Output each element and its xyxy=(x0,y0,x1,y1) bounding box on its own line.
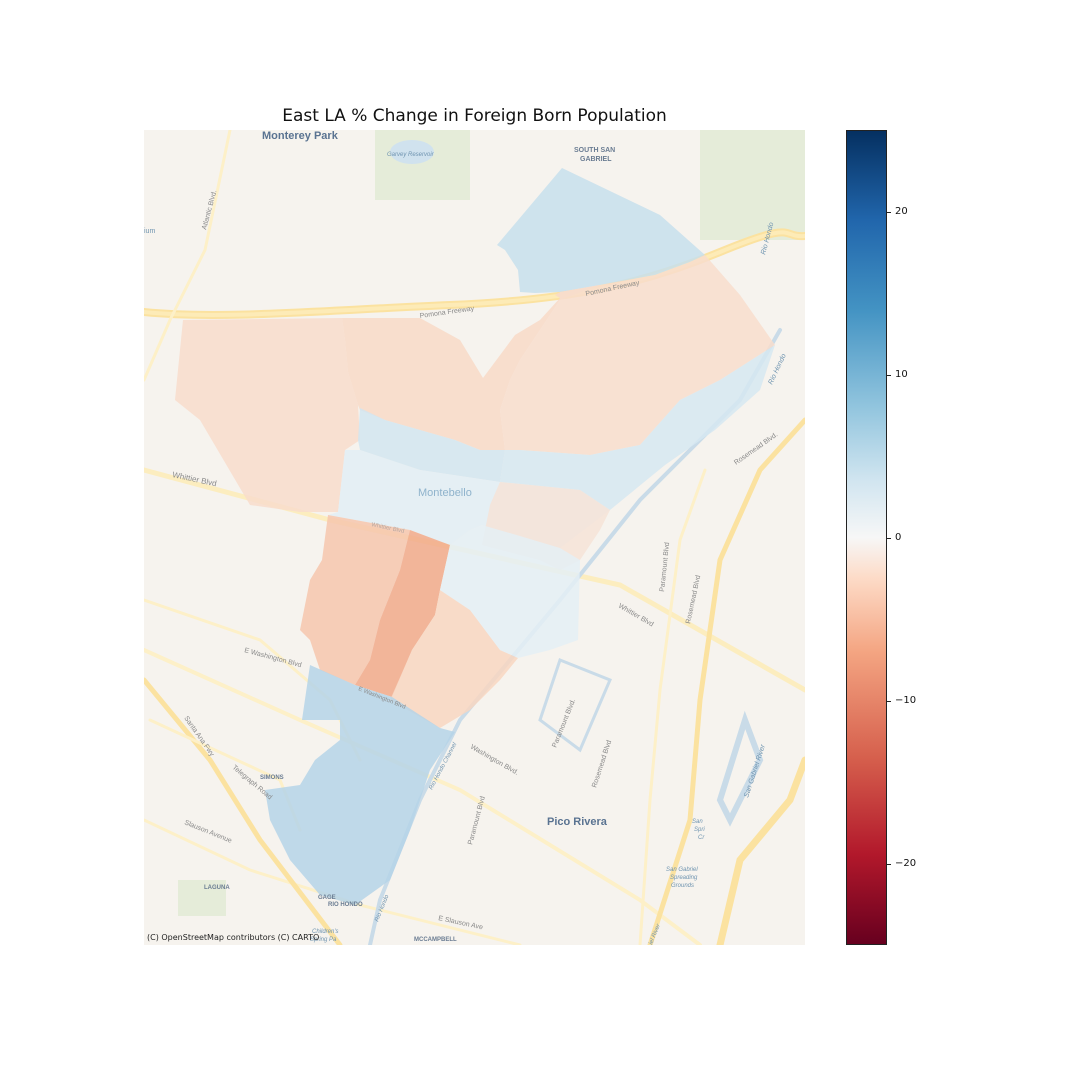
label-garvey-reservoir: Garvey Reservoir xyxy=(387,152,435,158)
colorbar-tick-label: 0 xyxy=(895,531,902,543)
tract-band-west[interactable] xyxy=(358,408,505,482)
garvey-reservoir xyxy=(390,140,434,164)
label-rio-hondo: RIO HONDO xyxy=(328,902,363,908)
park-area xyxy=(700,130,805,240)
label-spring-cr: Spri xyxy=(694,827,705,833)
tract-north-center[interactable] xyxy=(342,285,600,450)
colorbar-tick-label: −20 xyxy=(895,857,917,869)
label-spring-pa: Spring Pa xyxy=(310,937,337,943)
label-san-gabriel-spreading: Spreading xyxy=(670,875,698,881)
label-laguna: LAGUNA xyxy=(204,885,230,891)
label-childrens: Children's xyxy=(312,929,339,935)
colorbar-tick-mark xyxy=(887,700,891,702)
label-spring-cr: San xyxy=(692,819,703,825)
label-spring-cr: Cr xyxy=(698,835,705,841)
park-area xyxy=(375,130,470,200)
choropleth-layer xyxy=(175,168,775,905)
label-mccampbell: MCCAMPBELL xyxy=(414,937,457,943)
label-montebello: Montebello xyxy=(418,487,472,499)
tract-south-light[interactable] xyxy=(440,525,580,658)
colorbar xyxy=(846,130,887,945)
tract-peach[interactable] xyxy=(390,590,518,728)
tract-dark-orange[interactable] xyxy=(355,530,450,697)
label-monterey-park: Monterey Park xyxy=(262,130,339,142)
colorbar-tick-label: 10 xyxy=(895,368,908,380)
tract-south-blue[interactable] xyxy=(265,665,455,905)
map-attribution: (C) OpenStreetMap contributors (C) CARTO xyxy=(147,933,320,942)
label-simons: SIMONS xyxy=(260,775,284,781)
tract-north-blue[interactable] xyxy=(497,168,705,293)
label-san-gabriel-spreading: San Gabriel xyxy=(666,867,698,873)
park-area xyxy=(178,880,226,916)
tract-west-orange[interactable] xyxy=(300,515,410,685)
colorbar-tick-label: 20 xyxy=(895,205,908,217)
label-pico-rivera: Pico Rivera xyxy=(547,816,608,828)
label-san-gabriel-spreading: Grounds xyxy=(671,883,694,889)
tract-band-east[interactable] xyxy=(500,345,775,510)
map-title: East LA % Change in Foreign Born Populat… xyxy=(282,106,667,126)
label-gage: GAGE xyxy=(318,895,336,901)
label-south-san-gabriel: SOUTH SAN xyxy=(574,147,615,154)
colorbar-tick-mark xyxy=(887,863,891,865)
colorbar-tick-mark xyxy=(887,537,891,539)
tract-northwest[interactable] xyxy=(175,318,360,512)
label-elium: ium xyxy=(144,228,155,235)
map-canvas[interactable]: Monterey Park Garvey Reservoir SOUTH SAN… xyxy=(144,130,805,945)
label-south-san-gabriel: GABRIEL xyxy=(580,156,612,163)
colorbar-tick-label: −10 xyxy=(895,694,917,706)
colorbar-tick-mark xyxy=(887,374,891,376)
colorbar-tick-mark xyxy=(887,211,891,213)
tract-northeast[interactable] xyxy=(500,255,775,455)
